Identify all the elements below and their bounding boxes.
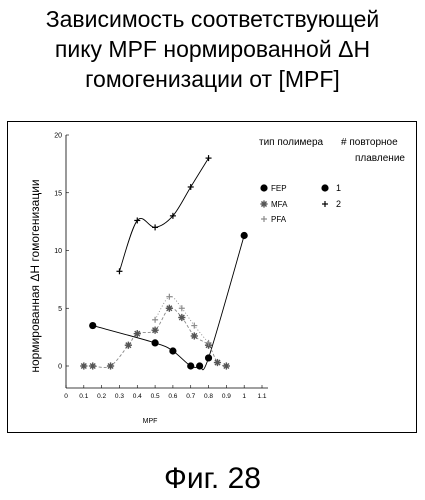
x-axis-label: MPF bbox=[143, 418, 158, 425]
series-1-line bbox=[119, 157, 209, 272]
series-2-point-3 bbox=[124, 341, 132, 349]
chart-series bbox=[80, 155, 248, 371]
series-2-point-1 bbox=[89, 362, 97, 370]
series-1-point-2 bbox=[152, 224, 159, 231]
x-tick-label-9: 0.9 bbox=[222, 393, 231, 400]
series-2-point-8 bbox=[190, 332, 198, 340]
figure-label: Фиг. 28 bbox=[164, 462, 261, 495]
legend-fep: FEP bbox=[271, 184, 287, 193]
legend-melt-1: 1 bbox=[336, 183, 341, 193]
legend-header-polymer: тип полимера bbox=[259, 137, 324, 148]
series-0-point-3 bbox=[187, 362, 195, 370]
legend-header-melt: # повторное bbox=[341, 137, 398, 148]
series-2-point-6 bbox=[165, 304, 173, 312]
y-axis-label: нормированная ΔH гомогенизации bbox=[28, 179, 42, 372]
chart: 0 0.1 0.2 0.3 0.4 0.5 0.6 0.7 0.8 0.9 1 1.105101520… bbox=[28, 133, 405, 426]
series-0-point-1 bbox=[151, 339, 159, 347]
series-0-fep bbox=[89, 231, 248, 371]
series-3-point-2 bbox=[178, 305, 185, 312]
legend-pfa-symbol bbox=[261, 216, 267, 222]
series-2-point-4 bbox=[133, 330, 141, 338]
x-tick-label-4: 0.4 bbox=[133, 393, 142, 400]
x-tick-label-2: 0.2 bbox=[97, 393, 106, 400]
series-0-line bbox=[92, 235, 245, 371]
series-2-point-2 bbox=[106, 362, 115, 370]
series-0-point-6 bbox=[240, 231, 248, 240]
y-tick-label-3: 15 bbox=[54, 190, 62, 197]
legend-melt-1-symbol bbox=[321, 184, 329, 192]
x-tick-label-6: 0.6 bbox=[168, 393, 177, 400]
series-0-point-5 bbox=[204, 354, 213, 362]
legend-header-melt-2: плавление bbox=[355, 153, 405, 164]
title-line-2: пику MPF нормированной ΔH bbox=[54, 36, 371, 62]
series-3-point-0 bbox=[152, 316, 159, 323]
series-2-point-10 bbox=[213, 358, 222, 367]
legend: тип полимера # повторное плавление FEP M… bbox=[259, 137, 405, 224]
series-1-point-5 bbox=[205, 155, 212, 162]
series-3-point-4 bbox=[205, 339, 212, 346]
series-1-point-3 bbox=[169, 212, 176, 219]
title-line-1: Зависимость соответствующей bbox=[45, 6, 380, 32]
series-1-fep bbox=[116, 155, 212, 275]
series-2-point-7 bbox=[178, 313, 186, 322]
chart-frame bbox=[7, 121, 417, 433]
y-tick-label-1: 5 bbox=[58, 306, 62, 313]
series-3-pfa bbox=[152, 293, 212, 346]
series-0-point-0 bbox=[89, 321, 97, 330]
x-tick-label-0: 0 bbox=[64, 393, 68, 400]
page-title: Зависимость соответствующей пику MPF нор… bbox=[0, 4, 425, 94]
legend-mfa-symbol bbox=[260, 200, 268, 208]
legend-pfa: PFA bbox=[271, 215, 287, 224]
series-2-point-5 bbox=[151, 326, 159, 334]
x-tick-label-10: 1 bbox=[242, 393, 246, 400]
chart-axes: 0 0.1 0.2 0.3 0.4 0.5 0.6 0.7 0.8 0.9 1 1.1 0 5 10 15 20 bbox=[54, 133, 268, 400]
x-tick-label-8: 0.8 bbox=[204, 393, 213, 400]
series-1-point-1 bbox=[134, 217, 141, 224]
series-3-point-1 bbox=[166, 293, 173, 300]
series-3-point-3 bbox=[191, 322, 198, 329]
x-tick-label-7: 0.7 bbox=[186, 393, 195, 400]
series-0-point-2 bbox=[169, 347, 177, 355]
x-tick-label-11: 1.1 bbox=[257, 393, 266, 400]
y-tick-label-4: 20 bbox=[54, 133, 62, 140]
title-line-3: гомогенизации от [MPF] bbox=[85, 66, 340, 92]
legend-mfa: MFA bbox=[271, 200, 288, 209]
series-2-point-0 bbox=[80, 362, 88, 370]
series-2-mfa bbox=[80, 304, 230, 370]
x-tick-label-3: 0.3 bbox=[115, 393, 124, 400]
y-tick-label-0: 0 bbox=[58, 364, 62, 371]
y-tick-label-2: 10 bbox=[54, 248, 62, 255]
legend-fep-symbol bbox=[260, 184, 268, 192]
legend-melt-2: 2 bbox=[336, 199, 341, 209]
legend-melt-2-symbol bbox=[322, 201, 328, 207]
series-0-point-4 bbox=[196, 362, 204, 370]
x-tick-label-1: 0.1 bbox=[79, 393, 88, 400]
series-1-point-0 bbox=[116, 268, 123, 275]
x-tick-label-5: 0.5 bbox=[151, 393, 160, 400]
series-2-point-11 bbox=[222, 362, 230, 370]
series-1-point-4 bbox=[187, 183, 194, 190]
